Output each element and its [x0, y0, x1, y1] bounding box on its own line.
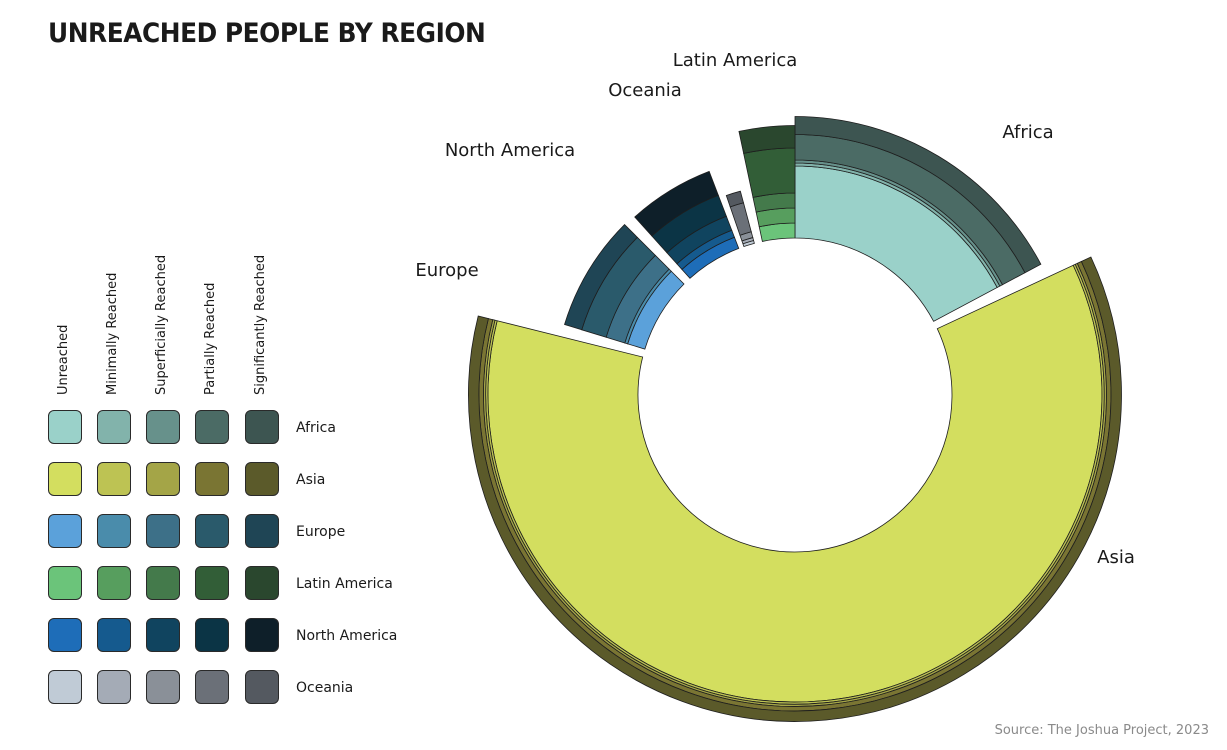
segment-north-america-significantly-reached: [634, 170, 719, 237]
legend-swatch-asia-significantly-reached: [245, 462, 279, 496]
legend-swatch-oceania-significantly-reached: [245, 670, 279, 704]
legend-swatch-africa-minimally-reached: [97, 410, 131, 444]
segment-africa-significantly-reached: [794, 116, 1042, 274]
legend-swatch-africa-significantly-reached: [245, 410, 279, 444]
legend-swatch-north-america-partially-reached: [195, 618, 229, 652]
legend-swatch-europe-superficially-reached: [146, 514, 180, 548]
legend-swatch-oceania-superficially-reached: [146, 670, 180, 704]
legend-swatch-asia-minimally-reached: [97, 462, 131, 496]
legend-swatch-oceania-unreached: [48, 670, 82, 704]
legend-swatch-europe-significantly-reached: [245, 514, 279, 548]
label-north-america: North America: [445, 140, 575, 161]
legend-swatch-europe-minimally-reached: [97, 514, 131, 548]
legend-region-europe: Europe: [296, 524, 346, 540]
legend-swatch-north-america-minimally-reached: [97, 618, 131, 652]
label-africa: Africa: [1002, 122, 1053, 143]
legend-swatch-africa-superficially-reached: [146, 410, 180, 444]
label-oceania: Oceania: [608, 80, 682, 101]
legend-swatch-asia-unreached: [48, 462, 82, 496]
legend-swatch-latin-america-superficially-reached: [146, 566, 180, 600]
source-note: Source: The Joshua Project, 2023: [994, 723, 1209, 738]
legend-swatch-asia-partially-reached: [195, 462, 229, 496]
legend-swatch-asia-superficially-reached: [146, 462, 180, 496]
legend-region-africa: Africa: [296, 420, 336, 436]
legend-swatch-latin-america-partially-reached: [195, 566, 229, 600]
segment-oceania-partially-reached: [729, 202, 752, 236]
legend-swatch-north-america-superficially-reached: [146, 618, 180, 652]
chart-title: UNREACHED PEOPLE BY REGION: [48, 18, 486, 49]
legend-swatch-europe-partially-reached: [195, 514, 229, 548]
legend-swatch-north-america-unreached: [48, 618, 82, 652]
label-asia: Asia: [1097, 547, 1135, 568]
legend-swatch-latin-america-minimally-reached: [97, 566, 131, 600]
legend-swatch-latin-america-significantly-reached: [245, 566, 279, 600]
segment-latin-america-significantly-reached: [738, 125, 796, 154]
legend-swatch-europe-unreached: [48, 514, 82, 548]
legend-swatch-africa-partially-reached: [195, 410, 229, 444]
legend-region-latin-america: Latin America: [296, 576, 393, 592]
legend-swatch-africa-unreached: [48, 410, 82, 444]
legend-swatch-oceania-minimally-reached: [97, 670, 131, 704]
legend-swatch-latin-america-unreached: [48, 566, 82, 600]
segment-oceania-significantly-reached: [725, 190, 744, 208]
label-latin-america: Latin America: [673, 50, 798, 71]
segment-asia-significantly-reached: [468, 256, 1122, 722]
legend-region-oceania: Oceania: [296, 680, 354, 696]
legend-region-asia: Asia: [296, 472, 326, 488]
legend: Unreached Minimally Reached Superficially …: [0, 0, 420, 750]
segment-europe-significantly-reached: [564, 224, 638, 331]
label-europe: Europe: [415, 260, 478, 281]
legend-swatch-north-america-significantly-reached: [245, 618, 279, 652]
legend-swatch-oceania-partially-reached: [195, 670, 229, 704]
legend-region-north-america: North America: [296, 628, 398, 644]
segment-latin-america-partially-reached: [743, 147, 796, 198]
